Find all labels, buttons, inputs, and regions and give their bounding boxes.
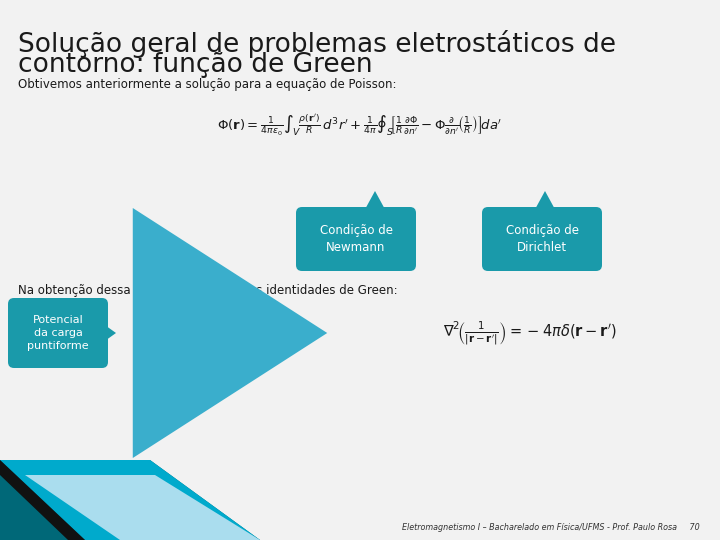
Text: Solução geral de problemas eletrostáticos de: Solução geral de problemas eletrostático… — [18, 30, 616, 58]
Polygon shape — [0, 460, 260, 540]
Text: $\Psi = \frac{1}{|\mathbf{r}-\mathbf{r}'|}$: $\Psi = \frac{1}{|\mathbf{r}-\mathbf{r}'… — [187, 319, 253, 347]
Text: Na obtenção dessa equação usamos, nas identidades de Green:: Na obtenção dessa equação usamos, nas id… — [18, 284, 397, 297]
Text: Condição de
Newmann: Condição de Newmann — [320, 224, 392, 254]
Polygon shape — [25, 475, 260, 540]
Text: $\nabla^2\!\left(\frac{1}{|\mathbf{r}-\mathbf{r}'|}\right) = -4\pi\delta(\mathbf: $\nabla^2\!\left(\frac{1}{|\mathbf{r}-\m… — [443, 319, 617, 347]
Polygon shape — [102, 323, 116, 343]
Polygon shape — [0, 460, 85, 540]
Text: Eletromagnetismo I – Bacharelado em Física/UFMS - Prof. Paulo Rosa     70: Eletromagnetismo I – Bacharelado em Físi… — [402, 523, 700, 532]
Polygon shape — [533, 191, 557, 213]
Text: contorno: função de Green: contorno: função de Green — [18, 52, 373, 78]
Text: Condição de
Dirichlet: Condição de Dirichlet — [505, 224, 578, 254]
FancyBboxPatch shape — [296, 207, 416, 271]
FancyBboxPatch shape — [482, 207, 602, 271]
Text: Obtivemos anteriormente a solução para a equação de Poisson:: Obtivemos anteriormente a solução para a… — [18, 78, 397, 91]
FancyBboxPatch shape — [8, 298, 108, 368]
Polygon shape — [0, 460, 260, 540]
Polygon shape — [363, 191, 387, 213]
Text: Potencial
da carga
puntiforme: Potencial da carga puntiforme — [27, 315, 89, 351]
Text: $\Phi(\mathbf{r}) = \frac{1}{4\pi\varepsilon_0}\int_V \frac{\rho(\mathbf{r}')}{R: $\Phi(\mathbf{r}) = \frac{1}{4\pi\vareps… — [217, 112, 503, 138]
